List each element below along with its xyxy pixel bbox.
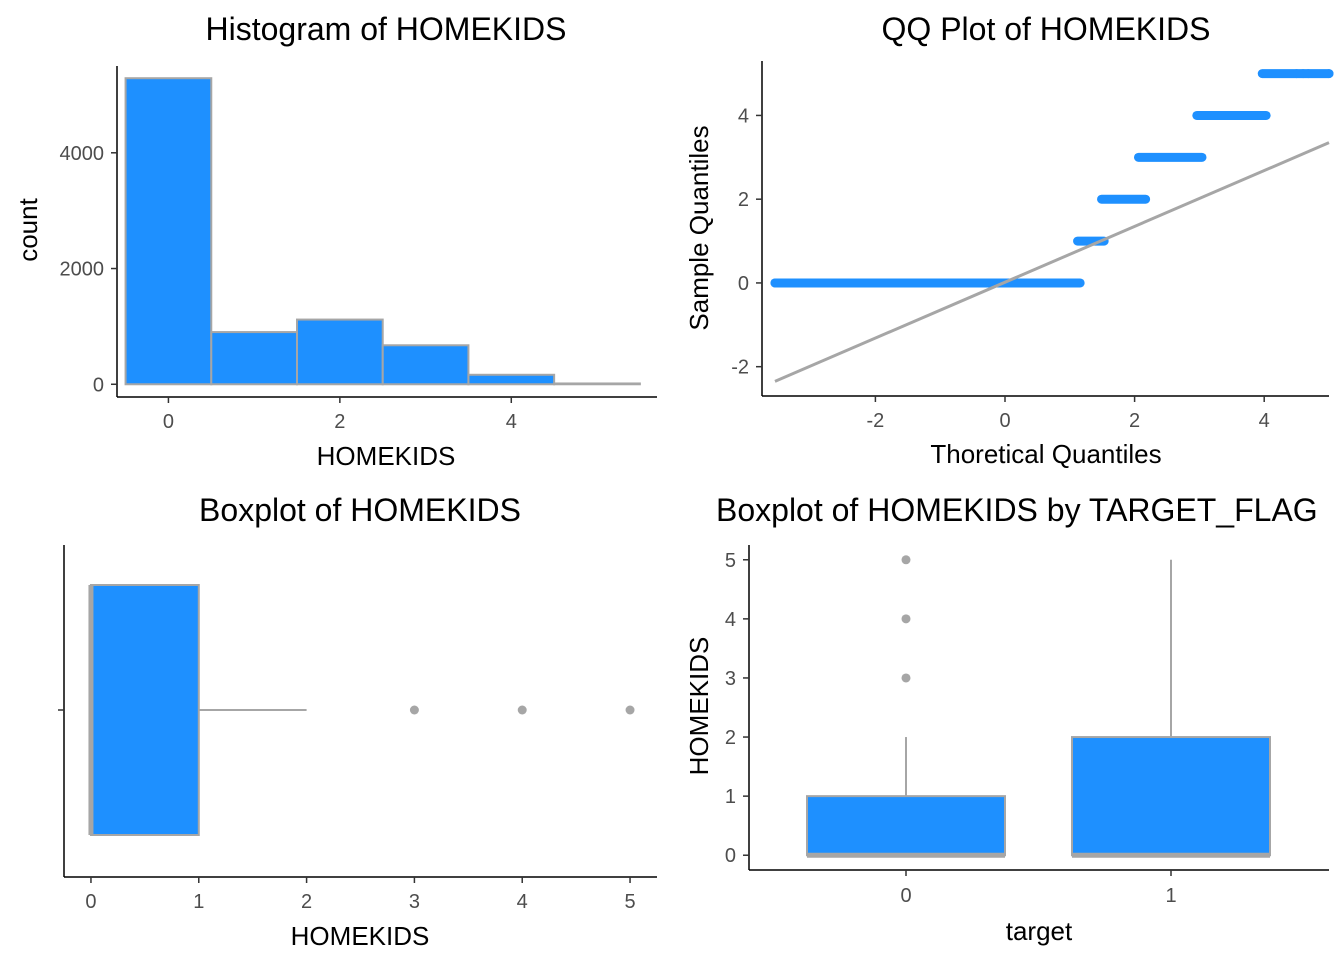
qq-y-tick-label: 0 [738,273,749,295]
boxplot-target-y-label: HOMEKIDS [684,637,714,776]
boxplot-x-tick-label: 0 [85,891,96,913]
qq-point [789,278,799,288]
panel-histogram: Histogram of HOMEKIDS 0 2 4 0 2000 4000 HOMEK… [13,11,657,471]
boxplot-target-y-tick-label: 3 [725,668,736,690]
boxplot-x-tick-label: 4 [517,891,528,913]
qq-x-tick-label: 4 [1259,410,1270,432]
boxplot-target-y-tick-label: 0 [725,845,736,867]
boxplot-x-tick-label: 1 [193,891,204,913]
boxplot-x-tick-label: 3 [409,891,420,913]
histogram-bar [296,318,384,386]
histogram-y-tick-label: 4000 [60,143,105,165]
boxplot-box [89,584,200,836]
boxplot-target-outlier [901,555,911,565]
histogram-bar [553,382,641,386]
boxplot-target-box [806,795,1006,857]
qq-points [770,69,1334,288]
qq-point [1324,69,1334,79]
panel-qq-plot: QQ Plot of HOMEKIDS -2 0 2 4 -2 0 2 4 Thoretica… [684,11,1334,469]
boxplot-target-y-tick-label: 2 [725,727,736,749]
boxplot-x-label: HOMEKIDS [291,921,430,951]
qq-x-tick-label: 2 [1129,410,1140,432]
boxplot-outlier [517,705,527,715]
boxplot-target-outlier [901,614,911,624]
boxplot-target-title: Boxplot of HOMEKIDS by TARGET_FLAG [716,492,1318,528]
qq-y-label: Sample Quantiles [684,125,714,330]
boxplot-target-y-tick-label: 1 [725,786,736,808]
histogram-y-tick-label: 0 [93,374,104,396]
histogram-bars [124,77,641,386]
histogram-x-tick-label: 2 [334,411,345,433]
boxplot-target-ticks: 0 1 0 1 2 3 4 5 [725,550,1177,907]
qq-ticks: -2 0 2 4 -2 0 2 4 [731,105,1270,432]
qq-title: QQ Plot of HOMEKIDS [882,11,1211,47]
qq-y-tick-label: 2 [738,189,749,211]
qq-x-tick-label: 0 [999,410,1010,432]
boxplot-ticks: 0 1 2 3 4 5 [85,877,636,913]
boxplot-target-box [1071,736,1271,857]
boxplot-target-x-label: target [1006,916,1073,946]
boxplot-target-y-tick-label: 4 [725,609,736,631]
histogram-bar [467,373,556,386]
histogram-y-tick-label: 2000 [60,259,105,281]
histogram-title: Histogram of HOMEKIDS [206,11,567,47]
boxplot-title: Boxplot of HOMEKIDS [199,492,521,528]
histogram-bar [124,77,213,386]
boxplot-target-marks [806,555,1271,858]
histogram-bar [381,344,470,386]
histogram-bar [210,331,299,386]
boxplot-outlier [625,705,635,715]
histogram-x-label: HOMEKIDS [317,441,456,471]
qq-point [770,278,780,288]
qq-point [1292,69,1302,79]
boxplot-target-x-tick-label: 0 [900,885,911,907]
boxplot-x-tick-label: 2 [301,891,312,913]
histogram-ticks: 0 2 4 0 2000 4000 [60,143,517,433]
qq-y-tick-label: 4 [738,105,749,127]
histogram-y-label: count [13,197,43,261]
qq-reference-line [774,141,1330,383]
boxplot-outlier [409,705,419,715]
qq-point [1303,69,1313,79]
boxplot-target-outlier [901,673,911,683]
qq-point [804,278,814,288]
boxplot-target-y-tick-label: 5 [725,550,736,572]
boxplot-x-tick-label: 5 [624,891,635,913]
qq-x-label: Thoretical Quantiles [930,439,1161,469]
panel-boxplot-by-target: Boxplot of HOMEKIDS by TARGET_FLAG 0 1 0 1 2… [684,492,1329,946]
histogram-x-tick-label: 4 [506,411,517,433]
boxplot-target-x-tick-label: 1 [1165,885,1176,907]
histogram-x-tick-label: 0 [163,411,174,433]
qq-y-tick-label: -2 [731,357,749,379]
qq-x-tick-label: -2 [867,410,885,432]
boxplot-marks [88,584,635,836]
panel-boxplot: Boxplot of HOMEKIDS 0 1 2 3 4 5 HOMEKIDS [58,492,657,951]
